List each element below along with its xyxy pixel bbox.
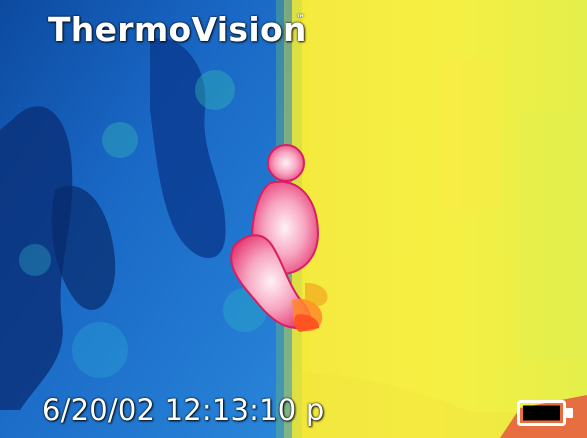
battery-icon bbox=[517, 400, 573, 426]
timestamp-label: 6/20/02 12:13:10 p bbox=[42, 393, 325, 427]
person-heat-signature bbox=[230, 144, 328, 332]
brand-title: ThermoVision bbox=[48, 10, 307, 49]
trademark-symbol: ™ bbox=[296, 14, 305, 24]
